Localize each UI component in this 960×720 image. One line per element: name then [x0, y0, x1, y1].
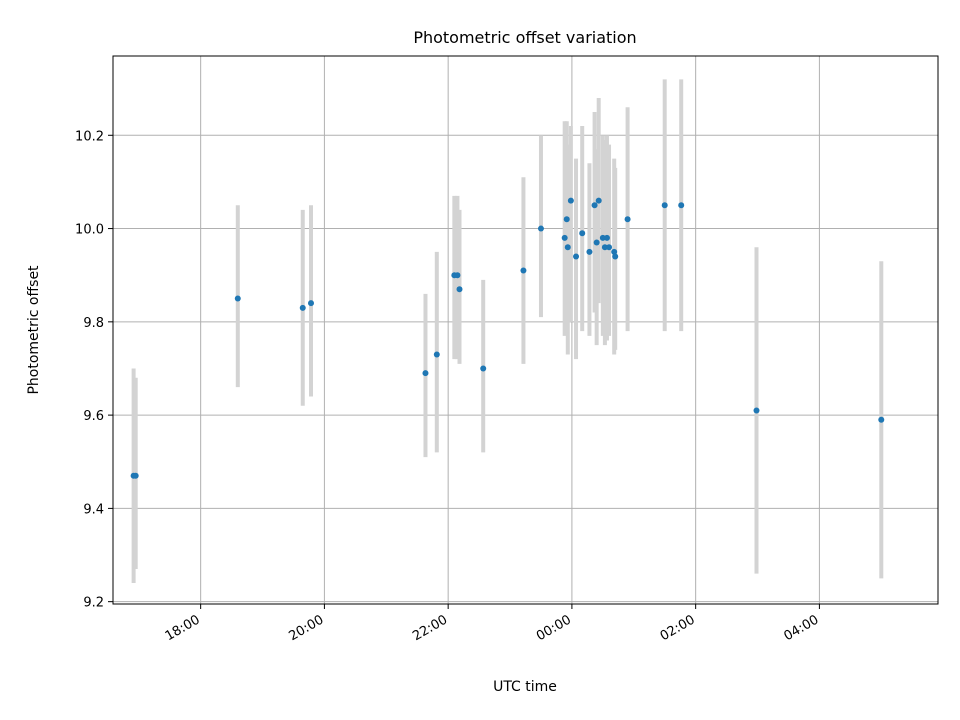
y-tick-label: 9.6 [83, 409, 104, 424]
y-tick-label: 9.8 [83, 316, 104, 331]
data-point [612, 253, 619, 260]
data-point [586, 248, 593, 255]
data-point [456, 286, 463, 293]
error-bars [131, 79, 884, 584]
data-point [603, 234, 610, 241]
x-tick-label: 18:00 [163, 612, 203, 644]
grid [113, 56, 938, 604]
data-point [678, 202, 685, 209]
x-tick-label: 04:00 [781, 612, 821, 644]
x-tick-label: 20:00 [286, 612, 326, 644]
y-tick-label: 9.2 [83, 596, 104, 611]
data-point [624, 216, 631, 223]
data-point [599, 234, 606, 241]
data-point [601, 244, 608, 251]
data-point [433, 351, 440, 358]
plot-frame [112, 55, 939, 605]
data-point [132, 472, 139, 479]
data-point [563, 216, 570, 223]
data-point [537, 225, 544, 232]
data-point [520, 267, 527, 274]
data-point [611, 248, 618, 255]
data-points [130, 197, 885, 479]
y-tick-label: 10.2 [75, 129, 104, 144]
data-point [567, 197, 574, 204]
y-axis-label: Photometric offset [26, 265, 42, 395]
data-point [591, 202, 598, 209]
data-point [422, 370, 429, 377]
data-point [606, 244, 613, 251]
data-point [564, 244, 571, 251]
data-point [593, 239, 600, 246]
data-point [878, 416, 885, 423]
data-point [661, 202, 668, 209]
data-point [234, 295, 241, 302]
data-point [573, 253, 580, 260]
data-point [561, 234, 568, 241]
data-point [595, 197, 602, 204]
x-tick-label: 00:00 [534, 612, 574, 644]
data-point [454, 272, 461, 279]
data-point [753, 407, 760, 414]
chart-title: Photometric offset variation [413, 28, 636, 47]
data-point [579, 230, 586, 237]
data-point [299, 304, 306, 311]
x-axis-label: UTC time [493, 679, 557, 695]
x-tick-label: 22:00 [410, 612, 450, 644]
x-tick-label: 02:00 [658, 612, 698, 644]
data-point [308, 300, 314, 307]
data-point [480, 365, 487, 372]
y-tick-label: 9.4 [83, 502, 104, 517]
y-tick-label: 10.0 [75, 223, 104, 238]
